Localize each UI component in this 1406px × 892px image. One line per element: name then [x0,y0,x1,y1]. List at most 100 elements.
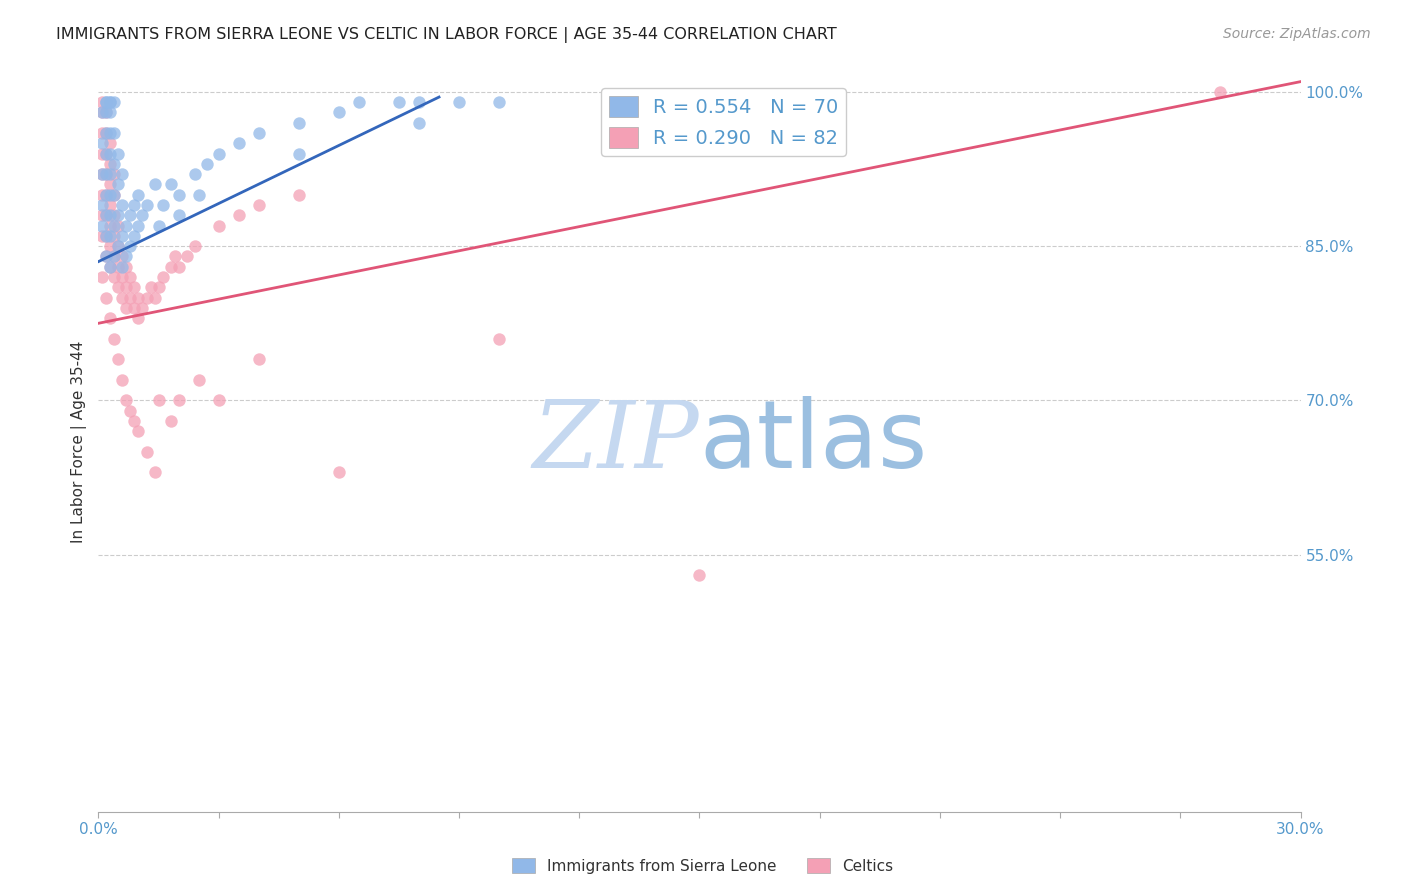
Point [96,250,118,264]
Point [148,393,170,408]
Point [131,301,153,315]
Point [115,260,138,274]
Point [103,187,125,202]
Point [176,250,198,264]
Point [96,291,118,305]
Point [111,291,134,305]
Point [103,167,125,181]
Text: atlas: atlas [699,395,928,488]
Point [91,167,114,181]
Point [115,393,138,408]
Point [91,126,114,140]
Point [159,260,181,274]
Point [103,228,125,243]
Point [195,157,218,171]
Point [228,208,250,222]
Point [100,105,122,120]
Point [148,219,170,233]
Point [96,146,118,161]
Point [128,311,150,326]
Point [408,116,430,130]
Point [159,178,181,192]
Point [103,250,125,264]
Point [124,228,146,243]
Point [183,239,205,253]
Text: IMMIGRANTS FROM SIERRA LEONE VS CELTIC IN LABOR FORCE | AGE 35-44 CORRELATION CH: IMMIGRANTS FROM SIERRA LEONE VS CELTIC I… [56,27,837,43]
Point [247,126,270,140]
Point [131,208,153,222]
Point [91,146,114,161]
Point [96,228,118,243]
Point [124,414,146,428]
Point [288,146,311,161]
Point [96,187,118,202]
Point [111,198,134,212]
Point [96,126,118,140]
Point [167,187,190,202]
Point [183,167,205,181]
Point [103,250,125,264]
Text: Source: ZipAtlas.com: Source: ZipAtlas.com [1223,27,1371,41]
Point [96,95,118,110]
Point [208,146,231,161]
Point [100,136,122,151]
Point [120,403,142,417]
Point [103,157,125,171]
Point [115,280,138,294]
Point [328,466,350,480]
Point [107,208,129,222]
Point [107,260,129,274]
Point [111,373,134,387]
Point [91,187,114,202]
Point [143,291,166,305]
Point [96,208,118,222]
Point [100,311,122,326]
Point [124,280,146,294]
Point [128,219,150,233]
Point [91,208,114,222]
Point [135,291,157,305]
Point [107,178,129,192]
Y-axis label: In Labor Force | Age 35-44: In Labor Force | Age 35-44 [72,341,87,542]
Point [100,178,122,192]
Point [96,208,118,222]
Point [96,95,118,110]
Point [96,126,118,140]
Point [288,116,311,130]
Point [120,208,142,222]
Point [91,198,114,212]
Point [187,187,209,202]
Point [247,352,270,367]
Point [107,219,129,233]
Point [100,260,122,274]
Point [91,95,114,110]
Point [103,208,125,222]
Point [100,95,122,110]
Point [96,105,118,120]
Point [124,198,146,212]
Point [100,167,122,181]
Point [247,198,270,212]
Point [167,393,190,408]
Point [111,167,134,181]
Point [187,373,209,387]
Point [447,95,470,110]
Point [228,136,250,151]
Point [143,178,166,192]
Point [208,393,231,408]
Point [91,167,114,181]
Point [96,250,118,264]
Point [143,466,166,480]
Point [100,95,122,110]
Point [100,228,122,243]
Point [91,219,114,233]
Point [100,198,122,212]
Point [135,445,157,459]
Point [111,250,134,264]
Point [688,568,710,582]
Point [100,239,122,253]
Point [111,270,134,285]
Point [135,198,157,212]
Point [103,270,125,285]
Point [103,332,125,346]
